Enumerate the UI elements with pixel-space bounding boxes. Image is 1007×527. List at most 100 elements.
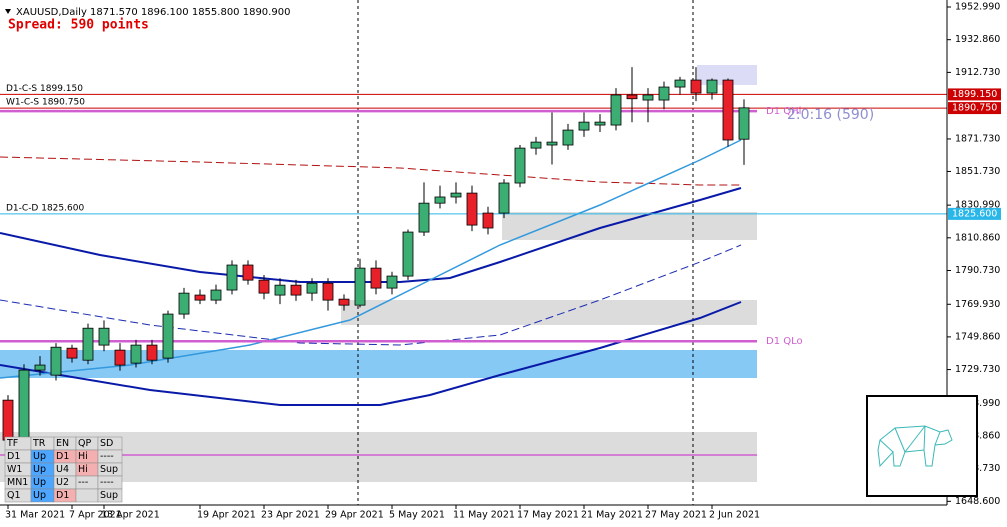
table-text: D1 — [7, 451, 20, 462]
level-label: D1-C-S 1899.150 — [6, 84, 83, 94]
candle-body — [402, 231, 414, 277]
quarter-label: D1 QLo — [766, 336, 803, 347]
candle-body — [162, 313, 174, 359]
table-text: W1 — [7, 464, 22, 475]
candle-body — [642, 94, 654, 101]
candle-body — [722, 79, 734, 141]
candle-body — [258, 279, 270, 294]
table-header: EN — [56, 438, 69, 449]
table-text: Sup — [100, 490, 118, 501]
candle-body — [354, 267, 366, 306]
x-tick-label: 7 Apr 2021 — [69, 510, 122, 521]
y-tick-label: 1851.730 — [955, 166, 1000, 177]
x-tick-label: 23 Apr 2021 — [261, 510, 320, 521]
logo — [877, 425, 953, 468]
table-text: --- — [78, 477, 88, 488]
x-tick-label: 5 May 2021 — [389, 510, 445, 521]
candle-body — [178, 292, 190, 315]
table-text: Sup — [100, 464, 118, 475]
x-tick-label: 2 Jun 2021 — [709, 510, 760, 521]
candle-body — [130, 344, 142, 364]
x-tick-label: 17 May 2021 — [517, 510, 579, 521]
candle-body — [2, 399, 14, 441]
menu-arrow[interactable] — [5, 9, 11, 14]
candle-body — [370, 267, 382, 289]
candle-body — [466, 192, 478, 226]
y-tick-label: 1790.730 — [955, 265, 1000, 276]
candle-body — [690, 79, 702, 94]
candle-body — [562, 129, 574, 146]
table-text: MN1 — [7, 477, 28, 488]
table-text: D1 — [56, 490, 69, 501]
candle-body — [82, 327, 94, 361]
candle-body — [434, 196, 446, 204]
candle-body — [226, 264, 238, 291]
candle-body — [450, 192, 462, 198]
table-text: Up — [33, 451, 46, 462]
table-text: Q1 — [7, 490, 21, 501]
table-text: Hi — [78, 451, 88, 462]
level-price: 1899.150 — [952, 89, 997, 100]
candle-body — [274, 284, 286, 296]
table-text: Up — [33, 477, 46, 488]
moving-average — [0, 156, 741, 186]
candle-body — [194, 294, 206, 301]
x-tick-label: 19 Apr 2021 — [197, 510, 256, 521]
table-text: U4 — [56, 464, 69, 475]
level-label: W1-C-S 1890.750 — [6, 98, 85, 108]
spread: Spread: 590 points — [8, 18, 149, 33]
table-text: ---- — [100, 451, 114, 462]
table-text: Up — [33, 464, 46, 475]
x-tick-label: 27 May 2021 — [645, 510, 707, 521]
zone — [0, 350, 757, 378]
candle-body — [578, 121, 590, 131]
table-header: TR — [32, 438, 46, 449]
x-tick-label: 21 May 2021 — [581, 510, 643, 521]
candle-body — [290, 284, 302, 296]
candle-body — [418, 202, 430, 233]
table-header: QP — [78, 438, 91, 449]
candle-body — [674, 79, 686, 88]
level-price-box — [948, 102, 1001, 115]
y-tick-label: 1830.990 — [955, 200, 1000, 211]
timer: 2:0:16 (590) — [787, 107, 874, 123]
y-tick-label: 1749.860 — [955, 331, 1000, 342]
logo-box — [866, 395, 978, 497]
candle-body — [50, 346, 62, 376]
candle-body — [386, 275, 398, 289]
y-tick-label: 1952.990 — [955, 1, 1000, 12]
y-tick-label: 1648.600 — [955, 496, 1000, 507]
y-tick-label: 1912.730 — [955, 67, 1000, 78]
candle-body — [498, 182, 510, 214]
candle-body — [306, 282, 318, 294]
table-text: D1 — [56, 451, 69, 462]
candles — [2, 67, 750, 451]
candle-body — [34, 364, 46, 371]
candle-body — [610, 94, 622, 126]
table-text: U2 — [56, 477, 69, 488]
table-text: Up — [33, 490, 46, 501]
x-tick-label: 29 Apr 2021 — [325, 510, 384, 521]
table-text: ---- — [100, 477, 114, 488]
candle-body — [626, 94, 638, 100]
candle-body — [514, 147, 526, 184]
candle-body — [738, 107, 750, 140]
candle-body — [338, 298, 350, 306]
table-header: SD — [100, 438, 113, 449]
candle-body — [18, 369, 30, 441]
y-tick-label: 1871.730 — [955, 133, 1000, 144]
zone — [502, 212, 757, 240]
candle-body — [210, 289, 222, 301]
zone — [341, 300, 757, 325]
header: XAUUSD,Daily 1871.570 1896.100 1855.800 … — [16, 7, 290, 18]
level-label: D1-C-D 1825.600 — [6, 203, 84, 213]
candle-body — [546, 141, 558, 146]
zone — [0, 432, 757, 482]
candle-body — [242, 264, 254, 281]
candle-body — [98, 327, 110, 346]
level-price-box — [948, 207, 1001, 220]
table: TF TR EN QP SD D1 Up D1 Hi ---- W1 Up U4 Hi Sup MN1 Up U2… — [4, 436, 123, 503]
candle-body — [706, 79, 718, 94]
